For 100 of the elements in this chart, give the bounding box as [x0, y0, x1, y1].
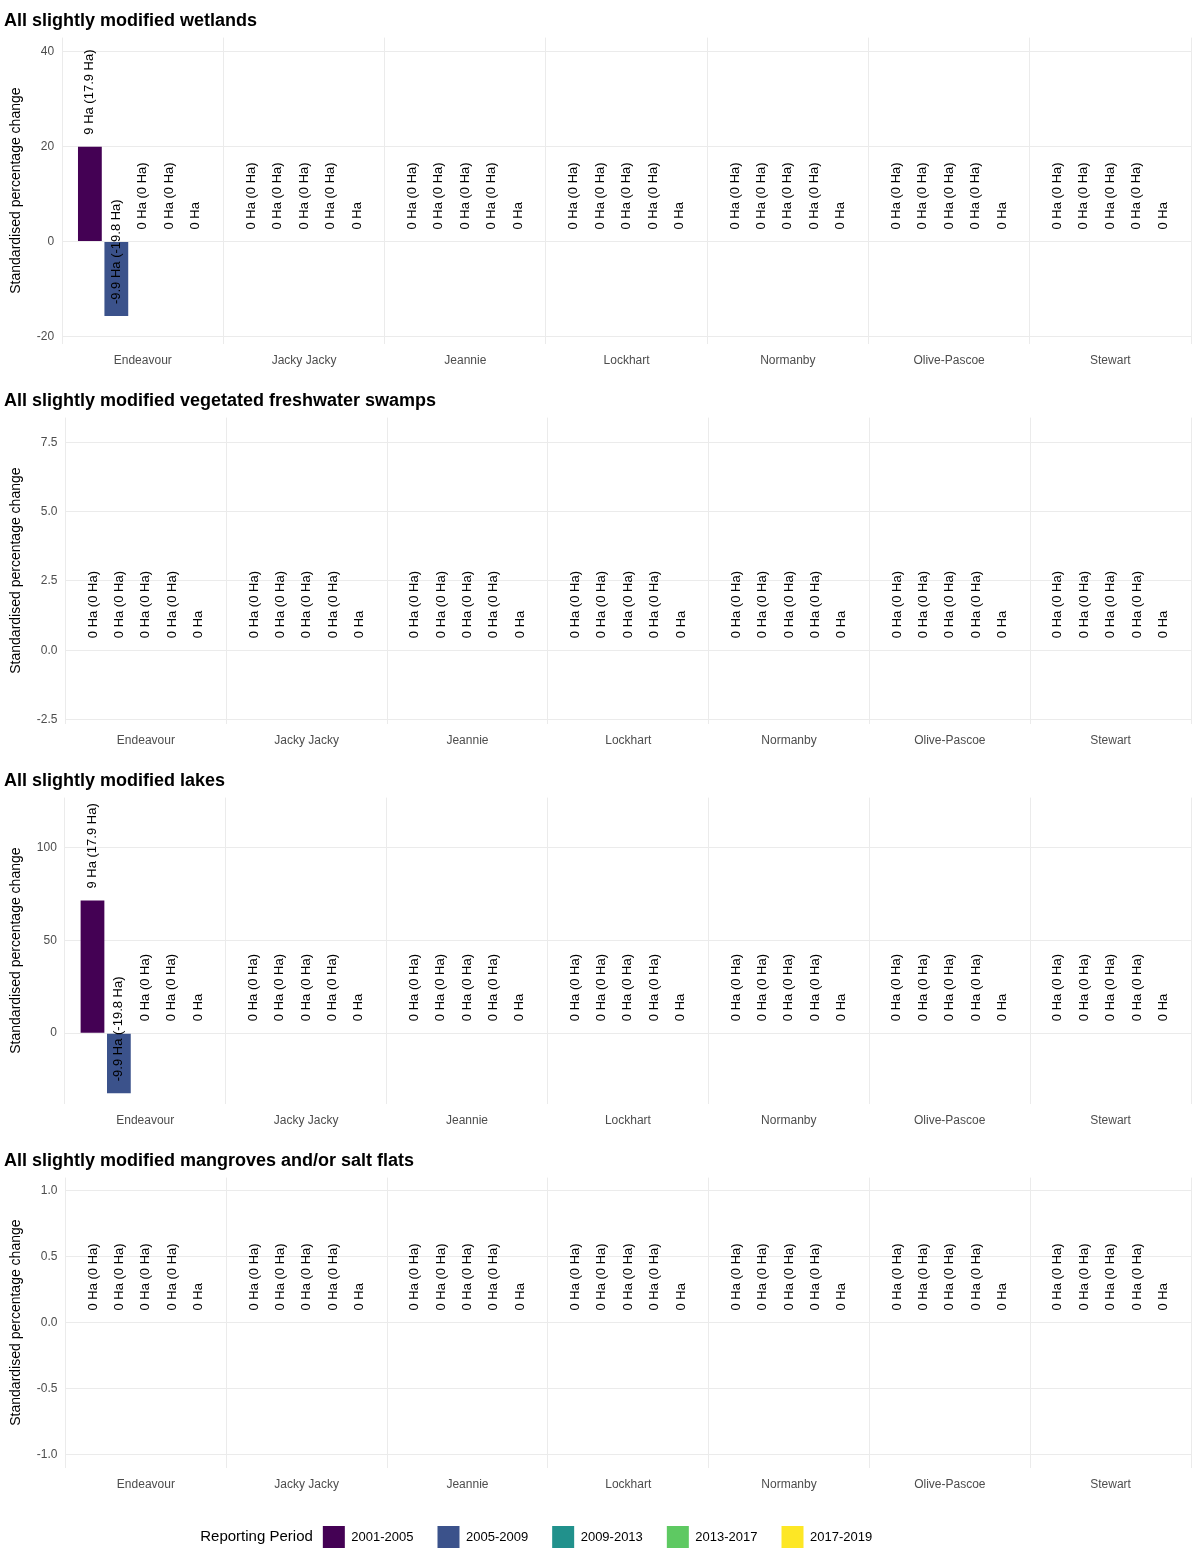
x-tick-label: Normanby	[760, 353, 816, 368]
annotation: 0 Ha (0 Ha)	[111, 1243, 127, 1311]
y-tick-label: 100	[36, 839, 58, 854]
x-tick-label: Stewart	[1090, 1477, 1132, 1492]
annotation: 0 Ha (0 Ha)	[565, 162, 581, 230]
annotation: 0 Ha	[511, 992, 527, 1022]
annotation: 0 Ha (0 Ha)	[163, 571, 179, 639]
annotation: 0 Ha (0 Ha)	[806, 571, 822, 639]
x-tick-label: Endeavour	[116, 1113, 175, 1128]
annotation: 0 Ha	[1154, 992, 1170, 1022]
y-tick-label: -1.0	[36, 1446, 58, 1461]
annotation: 0 Ha (0 Ha)	[727, 571, 743, 639]
annotation: 0 Ha	[348, 201, 364, 230]
x-tick-label: Jeannie	[446, 1477, 489, 1492]
annotation: 0 Ha (0 Ha)	[1049, 571, 1065, 639]
annotation: 0 Ha (0 Ha)	[430, 162, 446, 230]
y-tick-label: -20	[36, 328, 55, 343]
annotation: 0 Ha (0 Ha)	[754, 1243, 770, 1311]
annotation: 0 Ha	[833, 992, 849, 1022]
annotation: 0 Ha (0 Ha)	[1102, 571, 1118, 639]
annotation: 0 Ha	[994, 1282, 1010, 1311]
annotation: 0 Ha	[187, 201, 203, 230]
x-tick-label: Endeavour	[116, 733, 175, 748]
x-tick-label: Stewart	[1090, 733, 1132, 748]
annotation: 0 Ha (0 Ha)	[245, 1243, 261, 1311]
annotation: 0 Ha (0 Ha)	[295, 162, 311, 230]
annotation: 0 Ha	[833, 1282, 849, 1311]
annotation: 0 Ha (0 Ha)	[1102, 953, 1118, 1022]
annotation: 0 Ha (0 Ha)	[753, 953, 769, 1022]
annotation: 0 Ha	[671, 201, 687, 230]
annotation: 0 Ha (0 Ha)	[780, 953, 796, 1022]
legend-label: 2005-2009	[466, 1528, 529, 1544]
annotation: 0 Ha (0 Ha)	[619, 1243, 635, 1311]
y-axis-title: Standardised percentage change	[7, 1219, 24, 1426]
annotation: 0 Ha (0 Ha)	[483, 162, 499, 230]
annotation: -9.9 Ha (-19.8 Ha)	[110, 976, 126, 1082]
x-tick-label: Lockhart	[605, 1477, 652, 1492]
chart-title: All slightly modified lakes	[4, 769, 226, 790]
annotation: 0 Ha (0 Ha)	[245, 571, 261, 639]
annotation: 0 Ha (0 Ha)	[324, 953, 340, 1022]
annotation: 0 Ha (0 Ha)	[646, 1243, 662, 1311]
annotation: 0 Ha (0 Ha)	[406, 1243, 422, 1311]
x-tick-label: Jacky Jacky	[274, 733, 339, 748]
y-tick-label: 0.0	[40, 1314, 58, 1329]
annotation: 0 Ha (0 Ha)	[1049, 1243, 1065, 1311]
annotation: 0 Ha (0 Ha)	[297, 953, 313, 1022]
annotation: 0 Ha	[511, 609, 527, 639]
annotation: 0 Ha	[672, 1282, 688, 1311]
annotation: 0 Ha (0 Ha)	[406, 571, 422, 639]
annotation: 0 Ha (0 Ha)	[484, 953, 500, 1022]
annotation: 0 Ha (0 Ha)	[458, 953, 474, 1022]
annotation: 0 Ha (0 Ha)	[967, 953, 983, 1022]
annotation: 0 Ha	[509, 201, 525, 230]
annotation: 0 Ha (0 Ha)	[163, 1243, 179, 1311]
annotation: 0 Ha (0 Ha)	[619, 953, 635, 1022]
annotation: -9.9 Ha (-19.8 Ha)	[107, 199, 123, 305]
x-tick-label: Lockhart	[605, 733, 652, 748]
annotation: 0 Ha (0 Ha)	[160, 162, 176, 230]
annotation: 0 Ha (0 Ha)	[1101, 162, 1117, 230]
y-tick-label: 40	[40, 44, 55, 59]
x-tick-label: Jacky Jacky	[273, 1113, 339, 1128]
annotation: 0 Ha (0 Ha)	[644, 162, 660, 230]
annotation: 0 Ha	[190, 1282, 206, 1311]
legend-title: Reporting Period	[200, 1527, 313, 1545]
x-tick-label: Olive-Pascoe	[914, 1477, 986, 1492]
annotation: 0 Ha (0 Ha)	[941, 1243, 957, 1311]
annotation: 0 Ha (0 Ha)	[645, 953, 661, 1022]
y-tick-label: -0.5	[36, 1380, 58, 1395]
annotation: 0 Ha (0 Ha)	[754, 571, 770, 639]
annotation: 0 Ha (0 Ha)	[324, 571, 340, 639]
annotation: 0 Ha (0 Ha)	[727, 953, 743, 1022]
x-tick-label: Jeannie	[444, 353, 487, 368]
annotation: 0 Ha	[350, 1282, 366, 1311]
annotation: 0 Ha	[1154, 1282, 1170, 1311]
legend-label: 2009-2013	[580, 1528, 643, 1544]
annotation: 0 Ha (0 Ha)	[888, 571, 904, 639]
x-tick-label: Jacky Jacky	[274, 1477, 339, 1492]
annotation: 0 Ha (0 Ha)	[163, 953, 179, 1022]
annotation: 0 Ha	[994, 992, 1010, 1022]
annotation: 0 Ha (0 Ha)	[806, 1243, 822, 1311]
annotation: 0 Ha (0 Ha)	[915, 571, 931, 639]
annotation: 0 Ha (0 Ha)	[322, 162, 338, 230]
annotation: 0 Ha (0 Ha)	[456, 162, 472, 230]
x-tick-label: Normanby	[761, 1477, 817, 1492]
annotation: 0 Ha (0 Ha)	[1049, 953, 1065, 1022]
annotation: 0 Ha (0 Ha)	[136, 953, 152, 1022]
x-tick-label: Jeannie	[446, 733, 489, 748]
x-tick-label: Normanby	[761, 733, 817, 748]
annotation: 0 Ha (0 Ha)	[111, 571, 127, 639]
annotation: 0 Ha (0 Ha)	[967, 162, 983, 230]
y-axis-title: Standardised percentage change	[7, 467, 24, 674]
annotation: 0 Ha (0 Ha)	[941, 953, 957, 1022]
annotation: 0 Ha (0 Ha)	[1128, 1243, 1144, 1311]
legend-label: 2013-2017	[695, 1528, 758, 1544]
annotation: 0 Ha (0 Ha)	[1075, 1243, 1091, 1311]
annotation: 0 Ha (0 Ha)	[432, 571, 448, 639]
annotation: 0 Ha	[994, 609, 1010, 639]
annotation: 0 Ha (0 Ha)	[1128, 162, 1144, 230]
annotation: 0 Ha	[1154, 201, 1170, 230]
annotation: 0 Ha (0 Ha)	[137, 1243, 153, 1311]
